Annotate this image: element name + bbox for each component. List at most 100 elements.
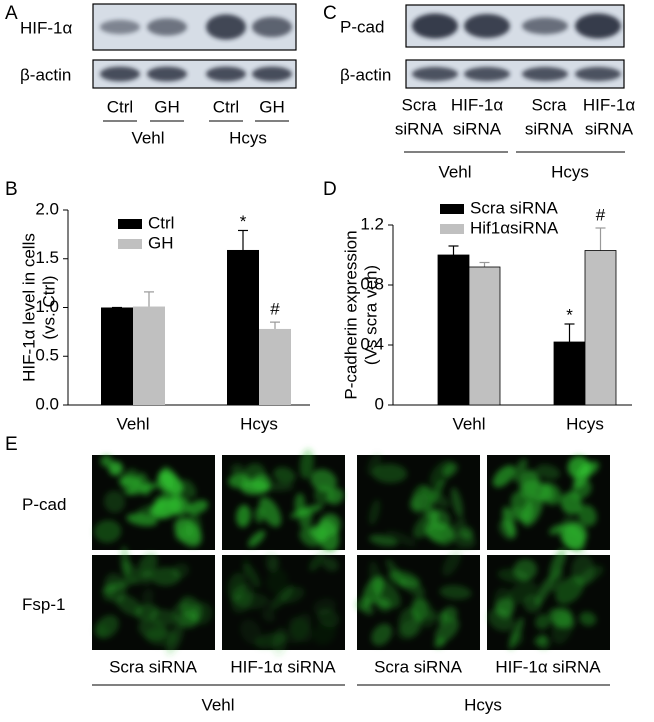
blot-band [412,13,458,39]
blot-row-label: P-cad [340,17,384,36]
blot-band [464,66,510,82]
bar [553,341,586,406]
y-axis-label: (Vs scra veh) [361,265,380,365]
image-column-label: Scra siRNA [374,657,463,676]
cell [429,460,454,488]
cell [409,500,422,516]
cell [136,504,163,517]
cell [258,481,294,492]
cell [577,504,597,527]
cell [424,520,454,546]
cell [261,608,276,623]
blot-band [252,66,292,82]
cell [388,570,421,588]
blot-band [100,19,140,35]
cell [439,585,472,600]
cell [267,556,279,571]
legend-label: Hif1αsiRNA [470,218,559,237]
image-row-label: P-cad [22,495,66,514]
cells [355,549,472,648]
cell [499,519,517,540]
cell [397,618,424,640]
cells [94,545,213,656]
legend-swatch [440,224,464,234]
cells [367,453,476,549]
cell [434,617,460,643]
blot-band [464,13,510,39]
y-axis-label: HIF-1α level in cells [19,233,38,382]
cell [535,614,551,630]
legend-swatch [440,204,464,214]
cell [327,488,344,505]
x-tick-label: Vehl [116,414,149,433]
lane-label: Ctrl [107,97,133,116]
cell [549,547,567,580]
bar [468,266,501,406]
cell [247,530,266,548]
cell [506,581,538,605]
group-label: Hcys [551,162,589,181]
y-tick-label: 1.2 [360,214,384,233]
cell [493,587,514,621]
y-tick-label: 0.4 [360,334,384,353]
x-tick-label: Vehl [452,414,485,433]
panel-label: D [323,179,337,200]
blot-row-label: β-actin [340,65,391,84]
cell [126,513,158,527]
cell [573,461,592,489]
cell [385,530,417,547]
blot-band [206,66,246,82]
cell [434,637,446,648]
cell [555,575,584,605]
y-tick-label: 0 [375,394,384,413]
cell [174,517,202,547]
cells [487,547,604,650]
cell [310,469,337,493]
cell [313,598,337,616]
cell [372,463,408,484]
y-tick-label: 2.0 [35,199,59,218]
legend-label: GH [148,233,174,252]
cell [376,596,393,613]
lane-label: GH [154,97,180,116]
significance-mark: # [270,300,280,319]
panel-label: B [5,179,18,200]
cell [549,524,565,535]
image-row-label: Fsp-1 [22,595,65,614]
cell [137,552,158,578]
cell [230,583,254,614]
cell [521,494,543,527]
panel-label: E [5,434,18,455]
cell [360,603,374,615]
cells [228,449,344,553]
cell [450,487,463,518]
cells [227,552,340,656]
panel-label: A [5,3,18,24]
cell [288,616,313,643]
bar [584,250,617,406]
y-tick-label: 1.5 [35,248,59,267]
cell [240,619,262,645]
blot-band [206,14,246,40]
blot-row-label: β-actin [20,65,71,84]
cell [550,568,564,593]
cell [535,464,561,480]
y-tick-label: 0.0 [35,394,59,413]
cell [241,555,250,579]
cell [158,470,184,494]
cell [423,505,439,521]
cell [165,621,184,656]
cell [308,552,326,572]
lane-label: siRNA [525,119,574,138]
blot-band [147,18,187,36]
cell [299,449,314,480]
cell [509,632,524,647]
cell [179,610,198,628]
cell [369,561,382,597]
legend-swatch [118,219,142,229]
cell [367,453,382,476]
lane-label: siRNA [453,119,502,138]
y-tick-label: 0.5 [35,346,59,365]
cell [442,549,462,577]
cell [312,621,336,645]
